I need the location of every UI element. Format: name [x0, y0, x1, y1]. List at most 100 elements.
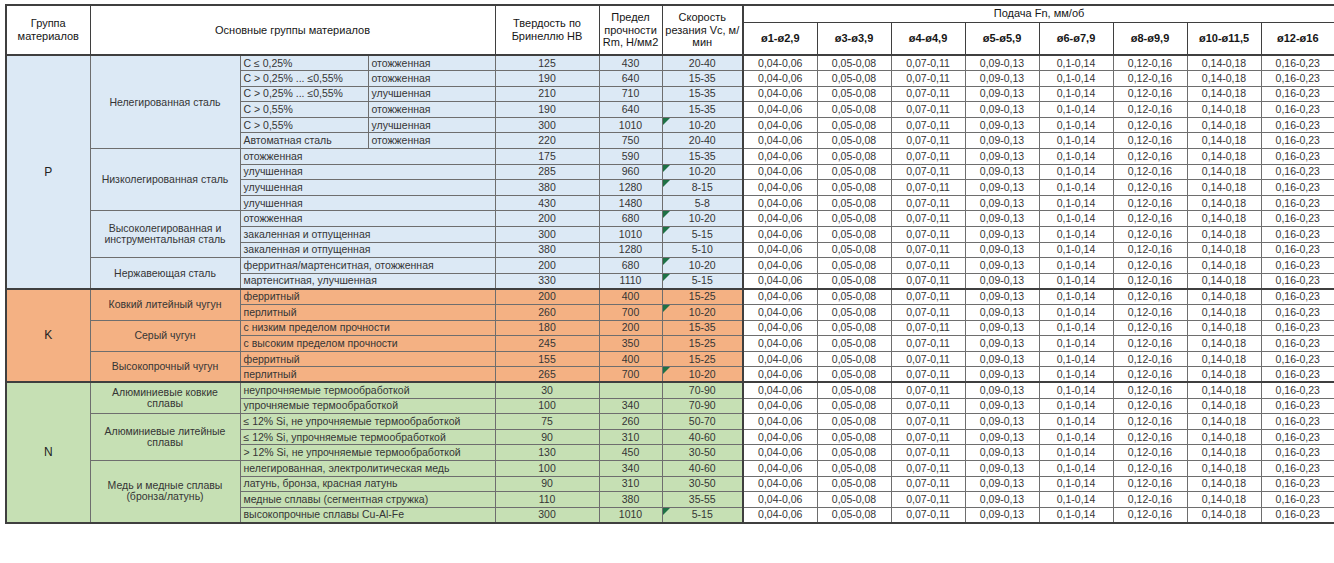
material-desc-cell[interactable]: латунь, бронза, красная латунь — [240, 476, 495, 492]
feed-cell[interactable]: 0,04-0,06 — [743, 492, 817, 508]
vc-cell[interactable]: 15-35 — [662, 102, 743, 118]
vc-cell[interactable]: 5-8 — [662, 195, 743, 211]
feed-cell[interactable]: 0,07-0,11 — [891, 398, 965, 414]
feed-cell[interactable]: 0,16-0,23 — [1261, 445, 1334, 461]
feed-cell[interactable]: 0,16-0,23 — [1261, 476, 1334, 492]
feed-cell[interactable]: 0,04-0,06 — [743, 242, 817, 258]
family-cell[interactable]: Серый чугун — [90, 320, 240, 351]
feed-cell[interactable]: 0,07-0,11 — [891, 180, 965, 196]
feed-cell[interactable]: 0,07-0,11 — [891, 102, 965, 118]
feed-cell[interactable]: 0,05-0,08 — [817, 492, 891, 508]
feed-cell[interactable]: 0,14-0,18 — [1187, 71, 1261, 87]
feed-cell[interactable]: 0,12-0,16 — [1113, 289, 1187, 305]
vc-cell[interactable]: 30-50 — [662, 445, 743, 461]
material-desc-cell[interactable]: медные сплавы (сегментная стружка) — [240, 492, 495, 508]
feed-cell[interactable]: 0,14-0,18 — [1187, 273, 1261, 289]
rm-cell[interactable]: 430 — [599, 55, 662, 71]
vc-cell[interactable]: 15-25 — [662, 351, 743, 367]
hb-cell[interactable]: 300 — [495, 507, 599, 523]
feed-cell[interactable]: 0,12-0,16 — [1113, 305, 1187, 321]
feed-cell[interactable]: 0,12-0,16 — [1113, 164, 1187, 180]
feed-cell[interactable]: 0,07-0,11 — [891, 351, 965, 367]
feed-cell[interactable]: 0,05-0,08 — [817, 258, 891, 274]
feed-cell[interactable]: 0,16-0,23 — [1261, 507, 1334, 523]
feed-cell[interactable]: 0,04-0,06 — [743, 445, 817, 461]
feed-cell[interactable]: 0,09-0,13 — [965, 305, 1039, 321]
feed-cell[interactable]: 0,14-0,18 — [1187, 507, 1261, 523]
feed-cell[interactable]: 0,16-0,23 — [1261, 211, 1334, 227]
feed-cell[interactable]: 0,04-0,06 — [743, 305, 817, 321]
hb-cell[interactable]: 125 — [495, 55, 599, 71]
hb-cell[interactable]: 220 — [495, 133, 599, 149]
diameter-header[interactable]: ø5-ø5,9 — [965, 22, 1039, 55]
feed-cell[interactable]: 0,07-0,11 — [891, 460, 965, 476]
feed-cell[interactable]: 0,07-0,11 — [891, 414, 965, 430]
header-cutting-speed[interactable]: Скорость резания Vc, м/мин — [662, 5, 743, 55]
feed-cell[interactable]: 0,14-0,18 — [1187, 336, 1261, 352]
hb-cell[interactable]: 245 — [495, 336, 599, 352]
feed-cell[interactable]: 0,1-0,14 — [1039, 305, 1113, 321]
feed-cell[interactable]: 0,04-0,06 — [743, 336, 817, 352]
feed-cell[interactable]: 0,14-0,18 — [1187, 211, 1261, 227]
feed-cell[interactable]: 0,12-0,16 — [1113, 149, 1187, 165]
feed-cell[interactable]: 0,05-0,08 — [817, 367, 891, 383]
feed-cell[interactable]: 0,07-0,11 — [891, 305, 965, 321]
feed-cell[interactable]: 0,12-0,16 — [1113, 398, 1187, 414]
feed-cell[interactable]: 0,12-0,16 — [1113, 320, 1187, 336]
family-cell[interactable]: Высокопрочный чугун — [90, 351, 240, 382]
material-desc-cell[interactable]: ферритная/мартенситная, отожженная — [240, 258, 495, 274]
feed-cell[interactable]: 0,1-0,14 — [1039, 367, 1113, 383]
feed-cell[interactable]: 0,05-0,08 — [817, 429, 891, 445]
feed-cell[interactable]: 0,12-0,16 — [1113, 382, 1187, 398]
feed-cell[interactable]: 0,14-0,18 — [1187, 320, 1261, 336]
feed-cell[interactable]: 0,16-0,23 — [1261, 258, 1334, 274]
feed-cell[interactable]: 0,04-0,06 — [743, 102, 817, 118]
state-cell[interactable]: улучшенная — [368, 86, 495, 102]
feed-cell[interactable]: 0,1-0,14 — [1039, 476, 1113, 492]
feed-cell[interactable]: 0,12-0,16 — [1113, 273, 1187, 289]
feed-cell[interactable]: 0,1-0,14 — [1039, 102, 1113, 118]
feed-cell[interactable]: 0,14-0,18 — [1187, 460, 1261, 476]
vc-cell[interactable]: 15-25 — [662, 289, 743, 305]
diameter-header[interactable]: ø12-ø16 — [1261, 22, 1334, 55]
feed-cell[interactable]: 0,07-0,11 — [891, 117, 965, 133]
feed-cell[interactable]: 0,09-0,13 — [965, 351, 1039, 367]
feed-cell[interactable]: 0,1-0,14 — [1039, 429, 1113, 445]
feed-cell[interactable]: 0,12-0,16 — [1113, 445, 1187, 461]
feed-cell[interactable]: 0,04-0,06 — [743, 149, 817, 165]
group-cell[interactable]: N — [6, 382, 90, 522]
feed-cell[interactable]: 0,12-0,16 — [1113, 429, 1187, 445]
feed-cell[interactable]: 0,14-0,18 — [1187, 398, 1261, 414]
feed-cell[interactable]: 0,09-0,13 — [965, 149, 1039, 165]
feed-cell[interactable]: 0,14-0,18 — [1187, 55, 1261, 71]
feed-cell[interactable]: 0,04-0,06 — [743, 164, 817, 180]
feed-cell[interactable]: 0,05-0,08 — [817, 195, 891, 211]
rm-cell[interactable]: 340 — [599, 398, 662, 414]
feed-cell[interactable]: 0,1-0,14 — [1039, 149, 1113, 165]
vc-cell[interactable]: 10-20 — [662, 258, 743, 274]
hb-cell[interactable]: 190 — [495, 71, 599, 87]
feed-cell[interactable]: 0,07-0,11 — [891, 195, 965, 211]
vc-cell[interactable]: 5-15 — [662, 273, 743, 289]
feed-cell[interactable]: 0,14-0,18 — [1187, 429, 1261, 445]
feed-cell[interactable]: 0,16-0,23 — [1261, 195, 1334, 211]
feed-cell[interactable]: 0,16-0,23 — [1261, 460, 1334, 476]
feed-cell[interactable]: 0,1-0,14 — [1039, 414, 1113, 430]
feed-cell[interactable]: 0,1-0,14 — [1039, 55, 1113, 71]
feed-cell[interactable]: 0,14-0,18 — [1187, 195, 1261, 211]
feed-cell[interactable]: 0,12-0,16 — [1113, 180, 1187, 196]
feed-cell[interactable]: 0,04-0,06 — [743, 117, 817, 133]
feed-cell[interactable]: 0,07-0,11 — [891, 55, 965, 71]
rm-cell[interactable]: 750 — [599, 133, 662, 149]
feed-cell[interactable]: 0,09-0,13 — [965, 117, 1039, 133]
condition-cell[interactable]: C > 0,25% ... ≤0,55% — [240, 86, 368, 102]
feed-cell[interactable]: 0,04-0,06 — [743, 86, 817, 102]
feed-cell[interactable]: 0,04-0,06 — [743, 507, 817, 523]
feed-cell[interactable]: 0,04-0,06 — [743, 273, 817, 289]
feed-cell[interactable]: 0,1-0,14 — [1039, 86, 1113, 102]
vc-cell[interactable]: 15-35 — [662, 71, 743, 87]
hb-cell[interactable]: 110 — [495, 492, 599, 508]
feed-cell[interactable]: 0,16-0,23 — [1261, 149, 1334, 165]
family-cell[interactable]: Высоколегированная и инструментальная ст… — [90, 211, 240, 258]
hb-cell[interactable]: 300 — [495, 117, 599, 133]
